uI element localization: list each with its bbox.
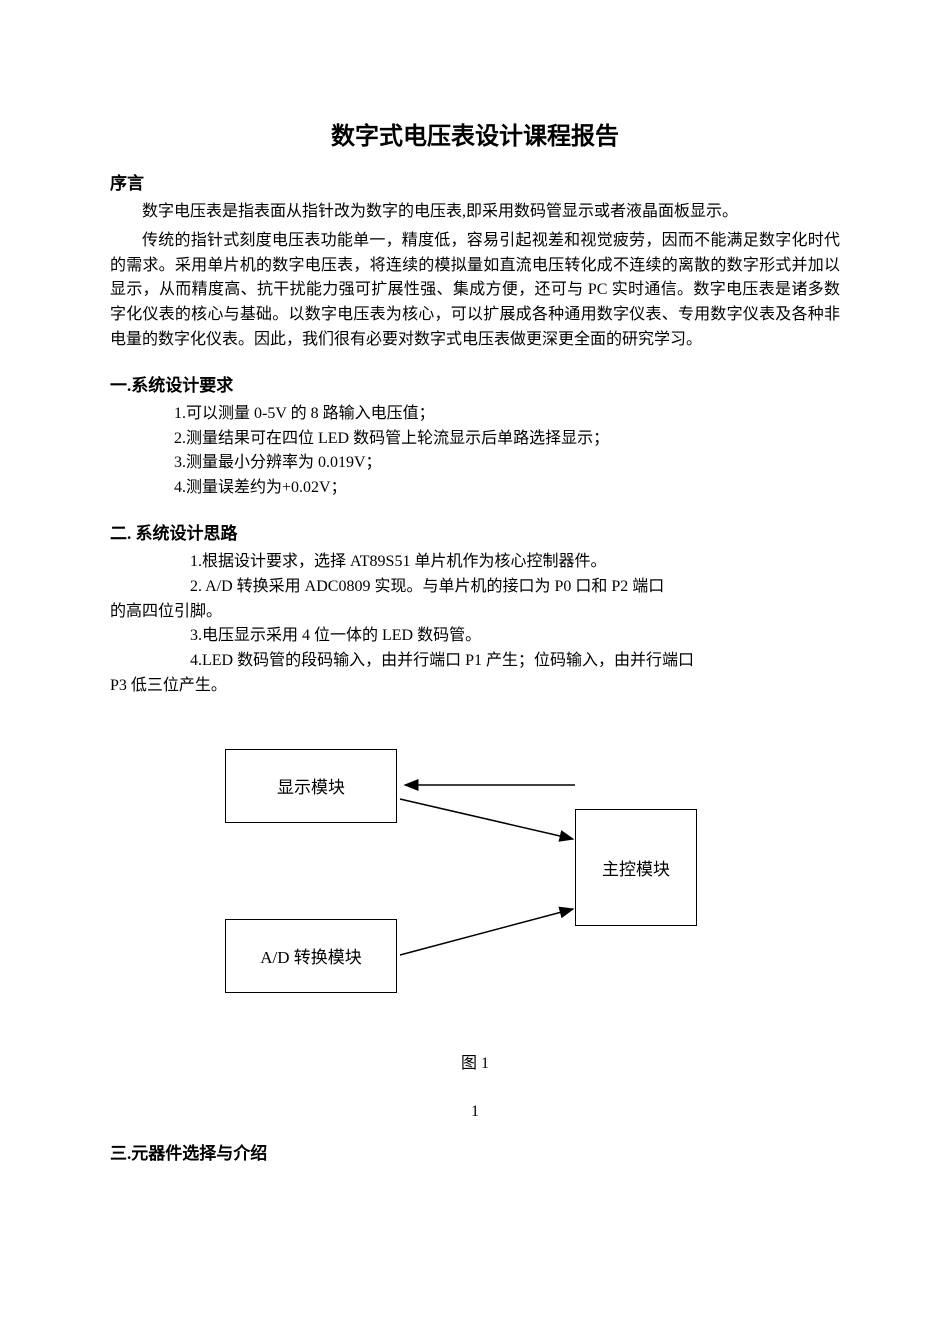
arrow-ad-to-main: [400, 909, 573, 955]
block-diagram: 显示模块 A/D 转换模块 主控模块: [195, 739, 755, 1019]
preface-heading: 序言: [110, 169, 840, 194]
section-2-item-1: 1.根据设计要求，选择 AT89S51 单片机作为核心控制器件。: [110, 550, 840, 575]
section-1-heading: 一.系统设计要求: [110, 371, 840, 396]
arrow-display-to-main: [400, 799, 573, 839]
section-2-item-4: 4.LED 数码管的段码输入，由并行端口 P1 产生；位码输入，由并行端口: [110, 649, 840, 674]
section-2-item-3: 3.电压显示采用 4 位一体的 LED 数码管。: [110, 624, 840, 649]
section-1-item-1: 1.可以测量 0-5V 的 8 路输入电压值；: [110, 402, 840, 427]
section-2-item-4-cont: P3 低三位产生。: [110, 674, 840, 699]
section-1-item-3: 3.测量最小分辨率为 0.019V；: [110, 451, 840, 476]
preface-para-2: 传统的指针式刻度电压表功能单一，精度低，容易引起视差和视觉疲劳，因而不能满足数字…: [110, 229, 840, 353]
section-2-item-2-cont: 的高四位引脚。: [110, 600, 840, 625]
section-2-heading: 二. 系统设计思路: [110, 519, 840, 544]
document-page: 数字式电压表设计课程报告 序言 数字电压表是指表面从指针改为数字的电压表,即采用…: [0, 0, 950, 1230]
figure-1-caption: 图 1: [110, 1049, 840, 1073]
page-number: 1: [110, 1103, 840, 1121]
document-title: 数字式电压表设计课程报告: [110, 116, 840, 151]
section-1-item-2: 2.测量结果可在四位 LED 数码管上轮流显示后单路选择显示；: [110, 427, 840, 452]
section-3-heading: 三.元器件选择与介绍: [110, 1139, 840, 1164]
section-2-item-2: 2. A/D 转换采用 ADC0809 实现。与单片机的接口为 P0 口和 P2…: [110, 575, 840, 600]
section-1-item-4: 4.测量误差约为+0.02V；: [110, 476, 840, 501]
diagram-arrows: [195, 739, 755, 1019]
preface-para-1: 数字电压表是指表面从指针改为数字的电压表,即采用数码管显示或者液晶面板显示。: [110, 200, 840, 225]
